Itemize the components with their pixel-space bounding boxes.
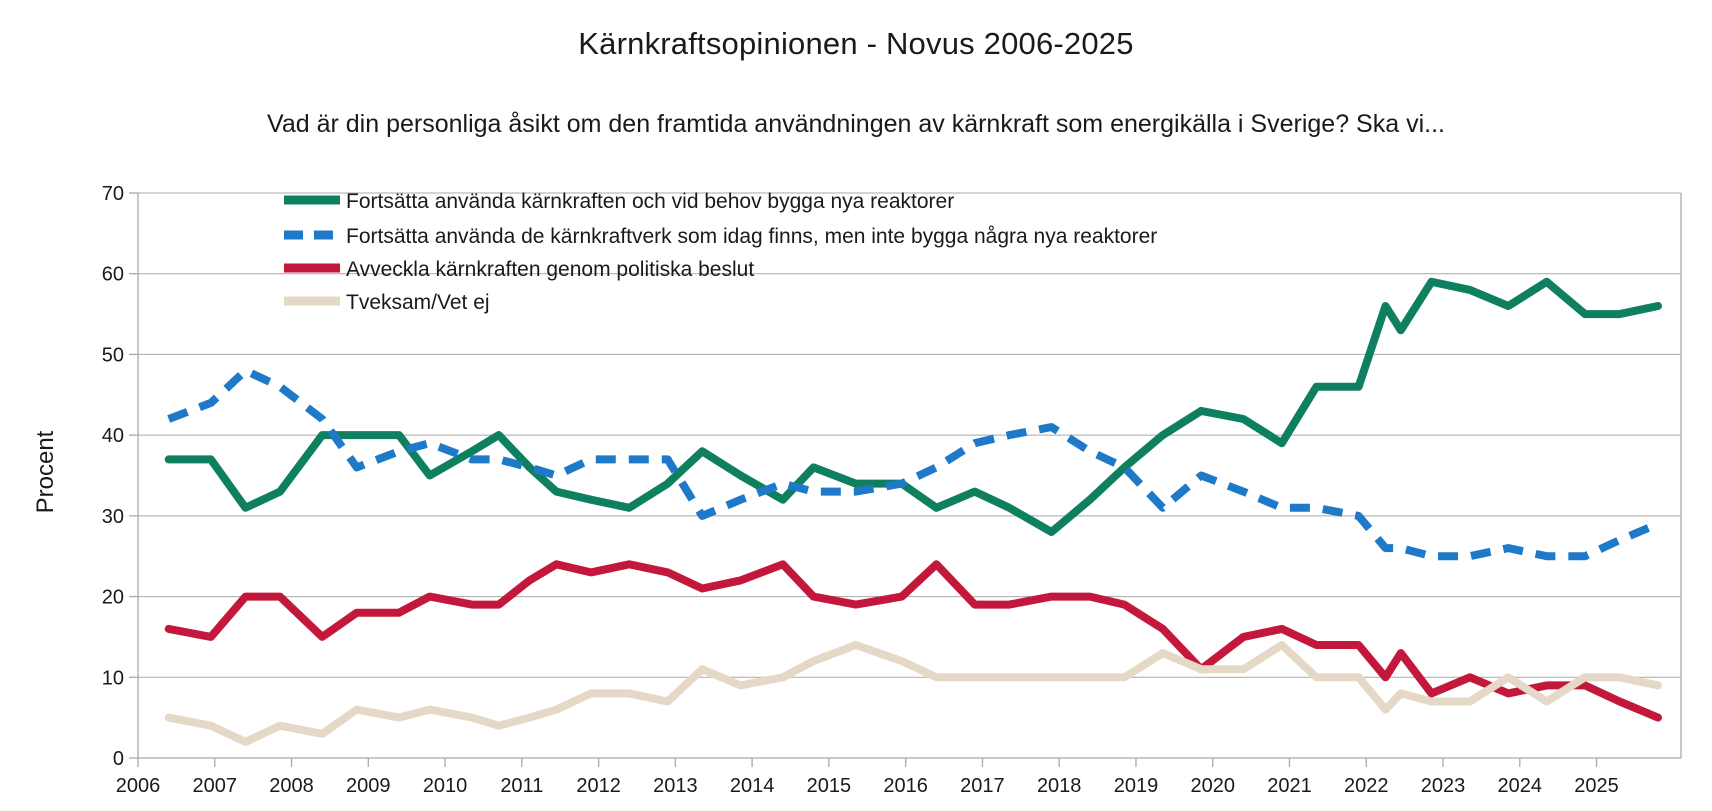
legend-label-behalla-befintliga: Fortsätta använda de kärnkraftverk som i… — [346, 225, 1157, 248]
y-tick-label: 70 — [102, 183, 124, 205]
x-tick-label: 2020 — [1190, 775, 1235, 797]
x-tick-label: 2006 — [116, 775, 161, 797]
y-tick-label: 10 — [102, 667, 124, 689]
x-tick-label: 2014 — [730, 775, 775, 797]
x-axis-ticks: 2006 2007 2008 2009 2010 2011 2012 2013 2014 2015… — [116, 758, 1619, 797]
axes — [137, 193, 1682, 759]
series-line-avveckla — [164, 560, 1662, 722]
series-line-tveksam-vet-ej — [164, 641, 1662, 746]
x-tick-label: 2007 — [193, 775, 238, 797]
x-tick-label: 2015 — [807, 775, 852, 797]
x-tick-label: 2019 — [1114, 775, 1159, 797]
x-tick-label: 2009 — [346, 775, 391, 797]
legend-item-avveckla: Avveckla kärnkraften genom politiska bes… — [284, 258, 754, 281]
x-tick-label: 2011 — [500, 775, 543, 797]
x-tick-label: 2008 — [269, 775, 314, 797]
legend-label-tveksam-vet-ej: Tveksam/Vet ej — [346, 291, 490, 314]
y-tick-label: 50 — [102, 344, 124, 366]
y-tick-label: 20 — [102, 587, 124, 609]
x-tick-label: 2013 — [653, 775, 698, 797]
chart-title: Kärnkraftsopinionen - Novus 2006-2025 — [578, 26, 1134, 61]
x-tick-label: 2025 — [1574, 775, 1619, 797]
y-tick-label: 60 — [102, 264, 124, 286]
legend-item-tveksam-vet-ej: Tveksam/Vet ej — [284, 291, 490, 314]
x-tick-label: 2016 — [883, 775, 928, 797]
legend: Fortsätta använda kärnkraften och vid be… — [284, 190, 1157, 314]
y-tick-label: 30 — [102, 506, 124, 528]
legend-item-behalla-befintliga: Fortsätta använda de kärnkraftverk som i… — [284, 225, 1157, 248]
legend-label-avveckla: Avveckla kärnkraften genom politiska bes… — [346, 258, 754, 281]
x-tick-label: 2017 — [960, 775, 1005, 797]
x-tick-label: 2012 — [576, 775, 621, 797]
x-tick-label: 2010 — [423, 775, 468, 797]
x-tick-label: 2021 — [1267, 775, 1312, 797]
x-tick-label: 2022 — [1344, 775, 1389, 797]
x-tick-label: 2023 — [1421, 775, 1466, 797]
series-line-fortsatta-bygga-nya — [164, 277, 1662, 536]
y-tick-label: 0 — [113, 748, 124, 770]
gridlines — [138, 192, 1681, 678]
y-tick-label: 40 — [102, 425, 124, 447]
x-tick-label: 2018 — [1037, 775, 1082, 797]
x-tick-label: 2024 — [1498, 775, 1543, 797]
legend-label-fortsatta-bygga-nya: Fortsätta använda kärnkraften och vid be… — [346, 190, 954, 213]
chart-subtitle: Vad är din personliga åsikt om den framt… — [267, 110, 1445, 138]
legend-item-fortsatta-bygga-nya: Fortsätta använda kärnkraften och vid be… — [284, 190, 954, 213]
series-line-behalla-befintliga — [167, 366, 1660, 561]
y-axis-ticks: 0 10 20 30 40 50 60 70 — [102, 183, 138, 770]
